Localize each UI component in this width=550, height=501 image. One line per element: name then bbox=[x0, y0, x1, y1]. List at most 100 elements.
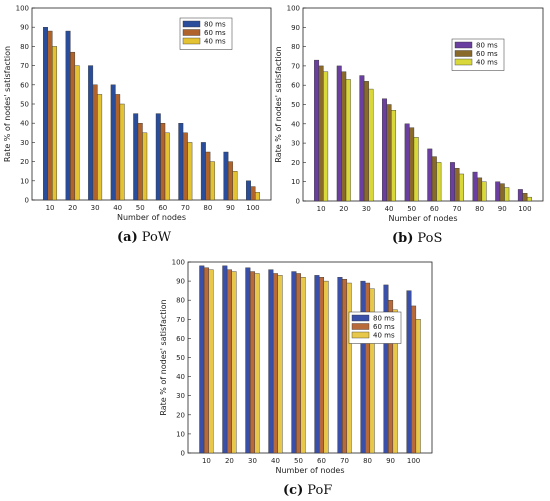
x-axis-label: Number of nodes bbox=[388, 214, 457, 223]
y-axis-label: Rate % of nodes' satisfaction bbox=[274, 46, 283, 162]
y-tick-label: 50 bbox=[291, 101, 300, 109]
y-tick-label: 40 bbox=[291, 120, 300, 128]
y-tick-label: 100 bbox=[172, 259, 185, 267]
bar bbox=[155, 113, 161, 201]
bar bbox=[336, 65, 342, 202]
y-axis-label: Rate % of nodes' satisfaction bbox=[3, 46, 12, 162]
x-axis-label: Number of nodes bbox=[275, 466, 344, 475]
legend-swatch bbox=[182, 20, 201, 28]
bar bbox=[323, 71, 329, 202]
y-tick-label: 80 bbox=[20, 43, 29, 51]
bar bbox=[314, 275, 320, 454]
x-tick-label: 60 bbox=[430, 205, 439, 213]
x-tick-label: 40 bbox=[385, 205, 394, 213]
y-tick-label: 90 bbox=[176, 278, 185, 286]
bar bbox=[200, 142, 206, 201]
panel-caption: (c) PoF bbox=[283, 483, 332, 498]
bar bbox=[133, 113, 139, 201]
y-tick-label: 100 bbox=[287, 5, 300, 13]
bar bbox=[411, 305, 417, 454]
y-tick-label: 20 bbox=[20, 158, 29, 166]
x-tick-label: 80 bbox=[363, 457, 372, 465]
bar bbox=[110, 84, 116, 201]
bar bbox=[369, 288, 375, 454]
x-tick-label: 100 bbox=[407, 457, 420, 465]
bar bbox=[291, 271, 297, 454]
bar bbox=[323, 280, 329, 454]
x-tick-label: 20 bbox=[68, 204, 77, 212]
bar bbox=[245, 180, 251, 201]
legend-label: 80 ms bbox=[204, 21, 226, 29]
y-tick-label: 30 bbox=[20, 139, 29, 147]
y-tick-label: 10 bbox=[176, 430, 185, 438]
legend-swatch bbox=[351, 323, 370, 330]
bar bbox=[459, 173, 464, 202]
caption-label: (c) bbox=[283, 483, 303, 498]
bar bbox=[277, 275, 283, 454]
bar bbox=[178, 122, 184, 201]
bar bbox=[92, 84, 98, 201]
bar bbox=[427, 148, 433, 202]
bar bbox=[386, 104, 392, 202]
bar bbox=[415, 319, 421, 454]
bar bbox=[115, 94, 121, 201]
bar bbox=[97, 94, 103, 201]
x-tick-label: 100 bbox=[518, 205, 531, 213]
y-axis-label: Rate % of nodes' satisfaction bbox=[159, 299, 168, 415]
y-tick-label: 60 bbox=[291, 82, 300, 90]
x-tick-label: 80 bbox=[475, 205, 484, 213]
bar bbox=[359, 75, 365, 202]
legend-swatch bbox=[351, 314, 370, 322]
bar bbox=[272, 273, 278, 454]
bar bbox=[199, 265, 205, 454]
bar bbox=[74, 65, 80, 201]
x-tick-label: 50 bbox=[407, 205, 416, 213]
y-tick-label: 90 bbox=[291, 24, 300, 32]
y-tick-label: 40 bbox=[20, 120, 29, 128]
y-tick-label: 10 bbox=[291, 178, 300, 186]
bar bbox=[342, 278, 348, 454]
x-tick-label: 10 bbox=[46, 204, 55, 212]
bar bbox=[119, 103, 125, 201]
y-tick-label: 100 bbox=[16, 5, 29, 13]
bar bbox=[404, 123, 410, 202]
bar bbox=[47, 30, 53, 201]
caption-text: PoS bbox=[417, 231, 442, 246]
bar bbox=[454, 167, 460, 202]
legend-label: 60 ms bbox=[204, 29, 226, 37]
y-tick-label: 50 bbox=[20, 101, 29, 109]
legend-label: 60 ms bbox=[373, 323, 395, 331]
bar bbox=[182, 132, 188, 201]
bar bbox=[222, 265, 228, 454]
bar bbox=[392, 309, 398, 454]
legend-swatch bbox=[351, 331, 370, 339]
legend-label: 80 ms bbox=[476, 42, 498, 50]
bar bbox=[431, 156, 437, 202]
y-tick-label: 70 bbox=[176, 316, 185, 324]
y-tick-label: 40 bbox=[176, 373, 185, 381]
y-tick-label: 70 bbox=[291, 62, 300, 70]
x-tick-label: 60 bbox=[317, 457, 326, 465]
bar bbox=[70, 51, 76, 201]
bar bbox=[203, 267, 209, 454]
bar bbox=[436, 162, 442, 202]
x-tick-label: 60 bbox=[158, 204, 167, 212]
bar bbox=[52, 46, 58, 201]
x-tick-label: 20 bbox=[225, 457, 234, 465]
bar bbox=[164, 132, 170, 201]
bar bbox=[409, 127, 415, 202]
bar bbox=[187, 142, 193, 201]
x-axis-label: Number of nodes bbox=[117, 213, 186, 222]
x-tick-label: 90 bbox=[386, 457, 395, 465]
legend-label: 80 ms bbox=[373, 315, 395, 323]
y-tick-label: 60 bbox=[20, 81, 29, 89]
bar bbox=[318, 65, 324, 202]
bar bbox=[232, 170, 238, 201]
y-tick-label: 50 bbox=[176, 354, 185, 362]
bar bbox=[223, 151, 229, 201]
bar bbox=[249, 271, 255, 454]
y-tick-label: 20 bbox=[291, 159, 300, 167]
legend-swatch bbox=[454, 50, 473, 57]
